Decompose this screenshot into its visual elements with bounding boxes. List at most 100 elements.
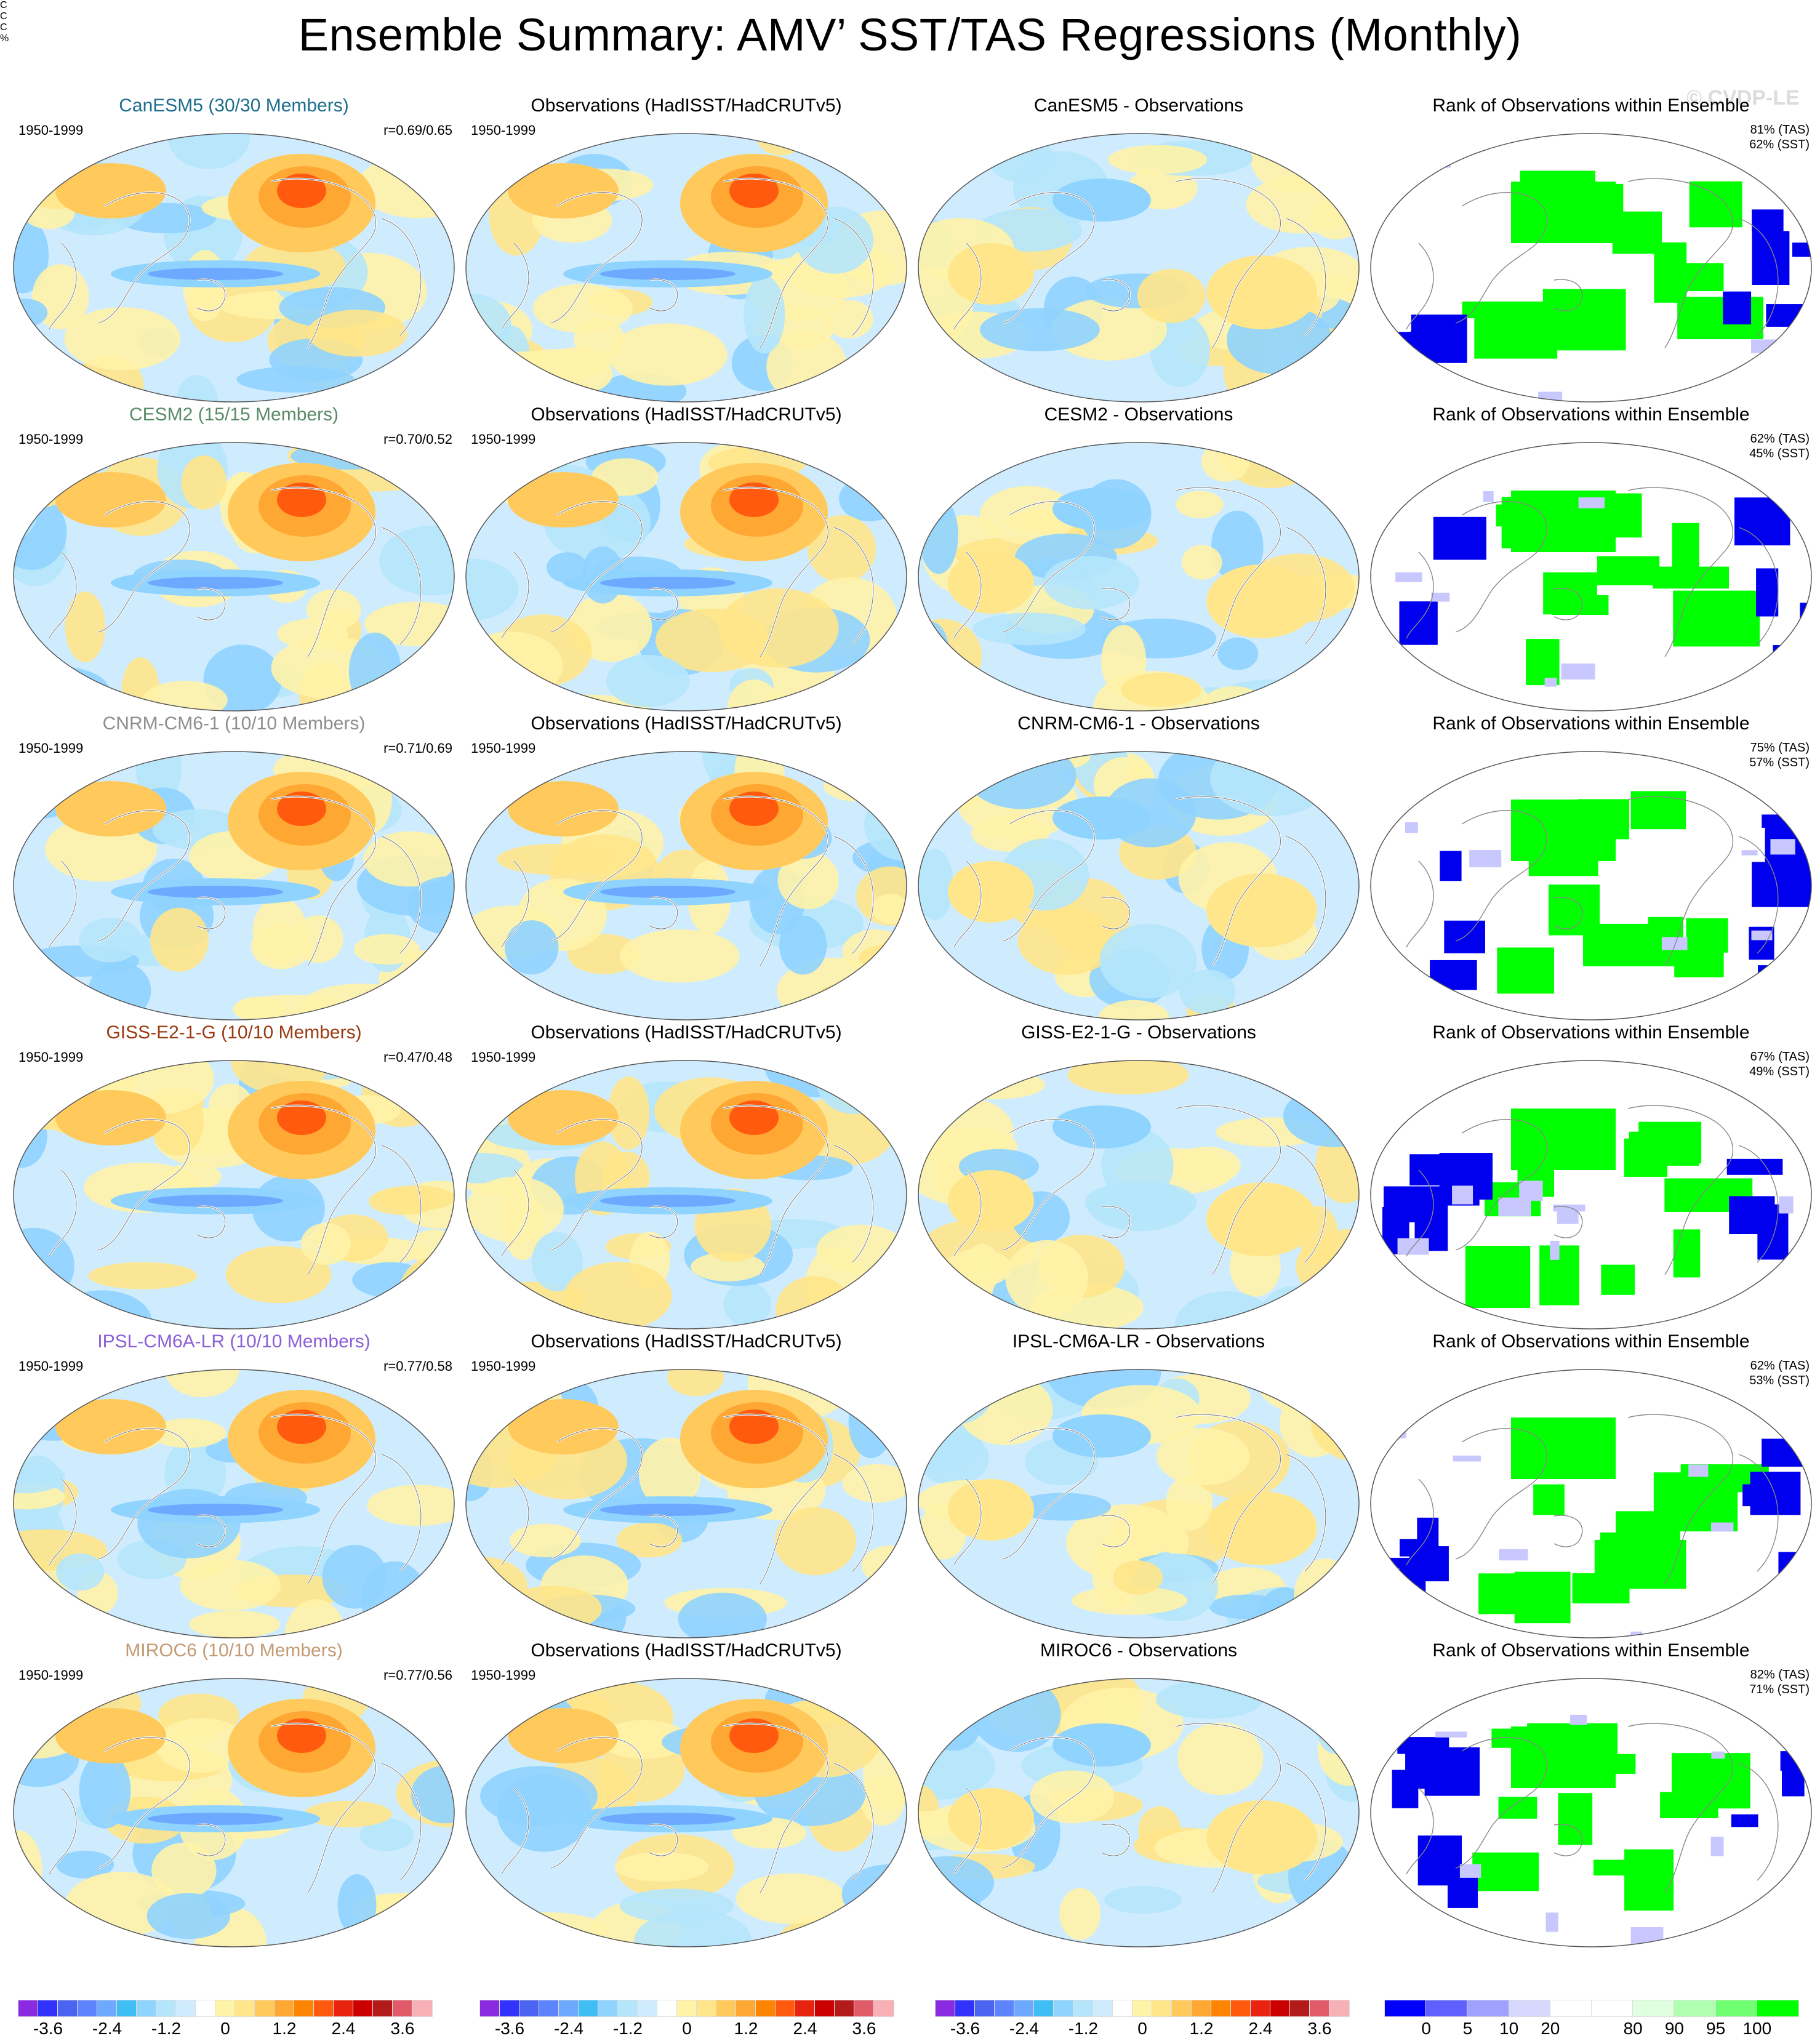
regression-map	[13, 442, 455, 712]
colorbar-tick: 0	[1137, 2019, 1147, 2038]
colorbar-cell	[97, 2000, 118, 2017]
panel-title: CNRM-CM6-1 - Observations	[1017, 713, 1260, 734]
regression-map	[918, 751, 1360, 1020]
colorbar-cell	[479, 2000, 500, 2017]
colorbar-cell	[1425, 2000, 1469, 2017]
colorbar: 0 5 10 20 80 90 95 100	[1384, 2000, 1799, 2039]
period-label: 1950-1999	[471, 1049, 536, 1065]
colorbar-cell	[77, 2000, 98, 2017]
map-outline	[1370, 133, 1812, 403]
map-panel: Observations (HadISST/HadCRUTv5) 1950-199…	[459, 1331, 914, 1639]
colorbar-cell	[1384, 2000, 1427, 2017]
colorbar-tick: 3.6	[1307, 2019, 1332, 2038]
colorbar-tick: 3.6	[852, 2019, 876, 2038]
panel-title: Rank of Observations within Ensemble	[1432, 95, 1750, 116]
colorbar: -3.6 -2.4 -1.2 0 1.2 2.4 3.6	[479, 2000, 894, 2039]
map-outline	[1370, 1369, 1812, 1638]
colorbar-tick: -3.6	[33, 2019, 63, 2038]
map-panel: GISS-E2-1-G (10/10 Members) 1950-1999 r=0.…	[6, 1022, 462, 1330]
colorbar-cell	[1508, 2000, 1551, 2017]
panel-title: Rank of Observations within Ensemble	[1432, 1022, 1750, 1043]
colorbar-tick: -2.4	[92, 2019, 122, 2038]
map-outline	[465, 442, 907, 712]
colorbar-tick: 1.2	[272, 2019, 297, 2038]
correlation-label: r=0.69/0.65	[383, 122, 452, 138]
colorbar-cell	[1211, 2000, 1232, 2017]
period-label: 1950-1999	[471, 431, 536, 447]
map-background	[1371, 1369, 1811, 1638]
map-panel: Observations (HadISST/HadCRUTv5) 1950-199…	[459, 1022, 914, 1330]
sst-percent: 57% (SST)	[1749, 756, 1810, 769]
regression-map	[465, 751, 907, 1020]
period-label: 1950-1999	[18, 431, 84, 447]
colorbar-cell	[935, 2000, 956, 2017]
map-outline	[13, 1060, 455, 1329]
period-label: 1950-1999	[18, 1667, 84, 1683]
colorbar-cell	[1270, 2000, 1291, 2017]
map-panel: Observations (HadISST/HadCRUTv5) 1950-199…	[459, 404, 914, 712]
colorbar-cells	[1384, 2000, 1799, 2017]
map-outline	[918, 1060, 1360, 1329]
map-panel: MIROC6 (10/10 Members) 1950-1999 r=0.77/0.…	[6, 1640, 462, 1948]
colorbar-cell	[313, 2000, 334, 2017]
panel-title: Observations (HadISST/HadCRUTv5)	[531, 1022, 842, 1043]
colorbar-tick: 0	[1421, 2019, 1431, 2038]
map-panel: Rank of Observations within Ensemble 62% …	[1363, 404, 1819, 712]
regression-map	[465, 1060, 907, 1329]
colorbar-tick: 80	[1623, 2019, 1643, 2038]
colorbar-tick: 0	[220, 2019, 230, 2038]
percent-labels: 81% (TAS) 62% (SST)	[1749, 122, 1810, 152]
correlation-label: r=0.77/0.58	[383, 1358, 452, 1374]
regression-map	[918, 1369, 1360, 1638]
period-label: 1950-1999	[18, 740, 84, 756]
colorbar-unit: C	[0, 22, 7, 33]
panel-title: Observations (HadISST/HadCRUTv5)	[531, 404, 842, 425]
colorbar-cell	[294, 2000, 315, 2017]
sst-percent: 53% (SST)	[1749, 1374, 1810, 1387]
colorbar-tick: -2.4	[1009, 2019, 1040, 2038]
colorbar-cell	[539, 2000, 559, 2017]
colorbar-cell	[1632, 2000, 1675, 2017]
colorbar-cell	[254, 2000, 275, 2017]
watermark: © CVDP-LE	[1686, 86, 1800, 110]
colorbar-cell	[235, 2000, 255, 2017]
colorbar-cell	[392, 2000, 413, 2017]
map-outline	[1370, 1678, 1812, 1947]
regression-map	[13, 1678, 455, 1947]
colorbar-tick: -2.4	[553, 2019, 584, 2038]
map-outline	[1370, 1060, 1812, 1329]
colorbar-cell	[1230, 2000, 1251, 2017]
correlation-label: r=0.47/0.48	[383, 1049, 452, 1065]
sst-percent: 62% (SST)	[1749, 138, 1810, 151]
period-label: 1950-1999	[471, 122, 536, 138]
colorbar-cell	[116, 2000, 137, 2017]
sst-percent: 71% (SST)	[1749, 1683, 1810, 1696]
percent-labels: 82% (TAS) 71% (SST)	[1749, 1667, 1810, 1697]
map-panel: Observations (HadISST/HadCRUTv5) 1950-199…	[459, 1640, 914, 1948]
panel-title: Rank of Observations within Ensemble	[1432, 1640, 1750, 1661]
regression-map	[465, 1678, 907, 1947]
map-panel: Rank of Observations within Ensemble 62% …	[1363, 1331, 1819, 1639]
regression-map	[465, 133, 907, 403]
map-outline	[1370, 751, 1812, 1020]
tas-percent: 62% (TAS)	[1750, 1359, 1810, 1373]
colorbar-cell	[1033, 2000, 1054, 2017]
panel-title: IPSL-CM6A-LR - Observations	[1012, 1331, 1265, 1352]
colorbar-tick: 100	[1742, 2019, 1772, 2038]
colorbar-cell	[775, 2000, 796, 2017]
colorbar-cell	[353, 2000, 374, 2017]
map-panel: IPSL-CM6A-LR - Observations	[911, 1331, 1366, 1639]
colorbar-tick: 20	[1541, 2019, 1560, 2038]
colorbar-cell	[1053, 2000, 1074, 2017]
regression-map	[465, 1369, 907, 1638]
colorbar-ticks: 0 5 10 20 80 90 95 100	[1385, 2016, 1798, 2039]
colorbar-tick: 90	[1664, 2019, 1684, 2038]
colorbar-ticks: -3.6 -2.4 -1.2 0 1.2 2.4 3.6	[936, 2016, 1349, 2039]
colorbar-tick: -3.6	[950, 2019, 980, 2038]
colorbar-cell	[637, 2000, 658, 2017]
period-label: 1950-1999	[18, 122, 84, 138]
tas-percent: 62% (TAS)	[1750, 432, 1810, 446]
panel-title: MIROC6 - Observations	[1040, 1640, 1238, 1661]
rank-map	[1370, 751, 1812, 1020]
colorbar-cell	[578, 2000, 599, 2017]
